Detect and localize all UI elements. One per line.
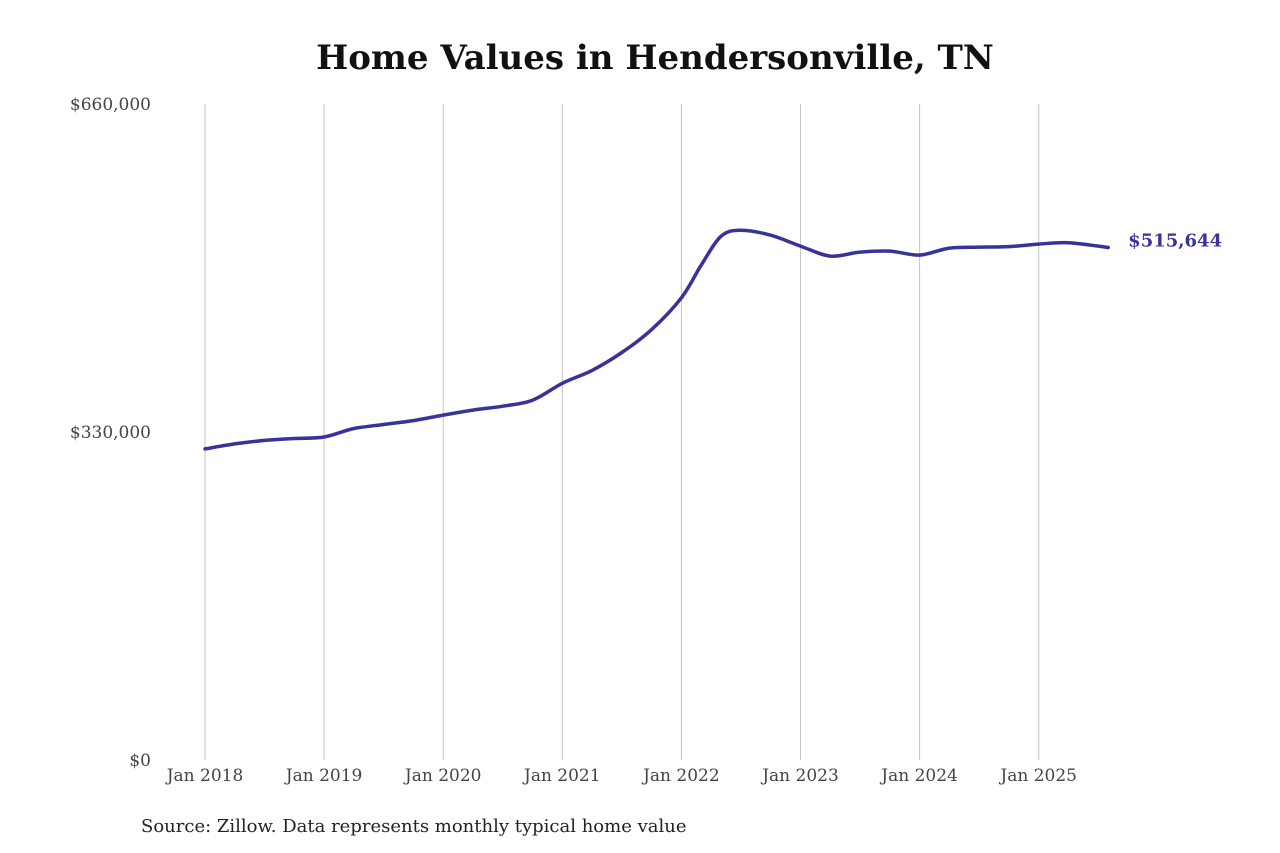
x-tick-label: Jan 2018 <box>165 766 244 786</box>
end-value-label: $515,644 <box>1128 230 1222 251</box>
gridlines <box>204 104 1040 760</box>
x-tick-label: Jan 2019 <box>284 766 363 786</box>
series-layer <box>203 228 1110 451</box>
x-tick-label: Jan 2025 <box>998 766 1077 786</box>
y-axis-ticks: $0 $330,000 $660,000 <box>70 95 151 771</box>
chart-title: Home Values in Hendersonville, TN <box>316 38 994 78</box>
x-tick-label: Jan 2021 <box>522 766 601 786</box>
source-note: Source: Zillow. Data represents monthly … <box>141 816 687 837</box>
x-tick-label: Jan 2022 <box>641 766 720 786</box>
x-axis-ticks: Jan 2018 Jan 2019 Jan 2020 Jan 2021 Jan 2022… <box>165 766 1077 786</box>
y-tick-label: $660,000 <box>70 95 151 115</box>
x-tick-label: Jan 2020 <box>403 766 482 786</box>
y-tick-label: $0 <box>129 751 151 771</box>
y-tick-label: $330,000 <box>70 423 151 443</box>
series-line-0 <box>203 228 1110 451</box>
end-label-layer: $515,644 <box>1128 230 1222 251</box>
x-tick-label: Jan 2023 <box>760 766 839 786</box>
x-tick-label: Jan 2024 <box>879 766 958 786</box>
